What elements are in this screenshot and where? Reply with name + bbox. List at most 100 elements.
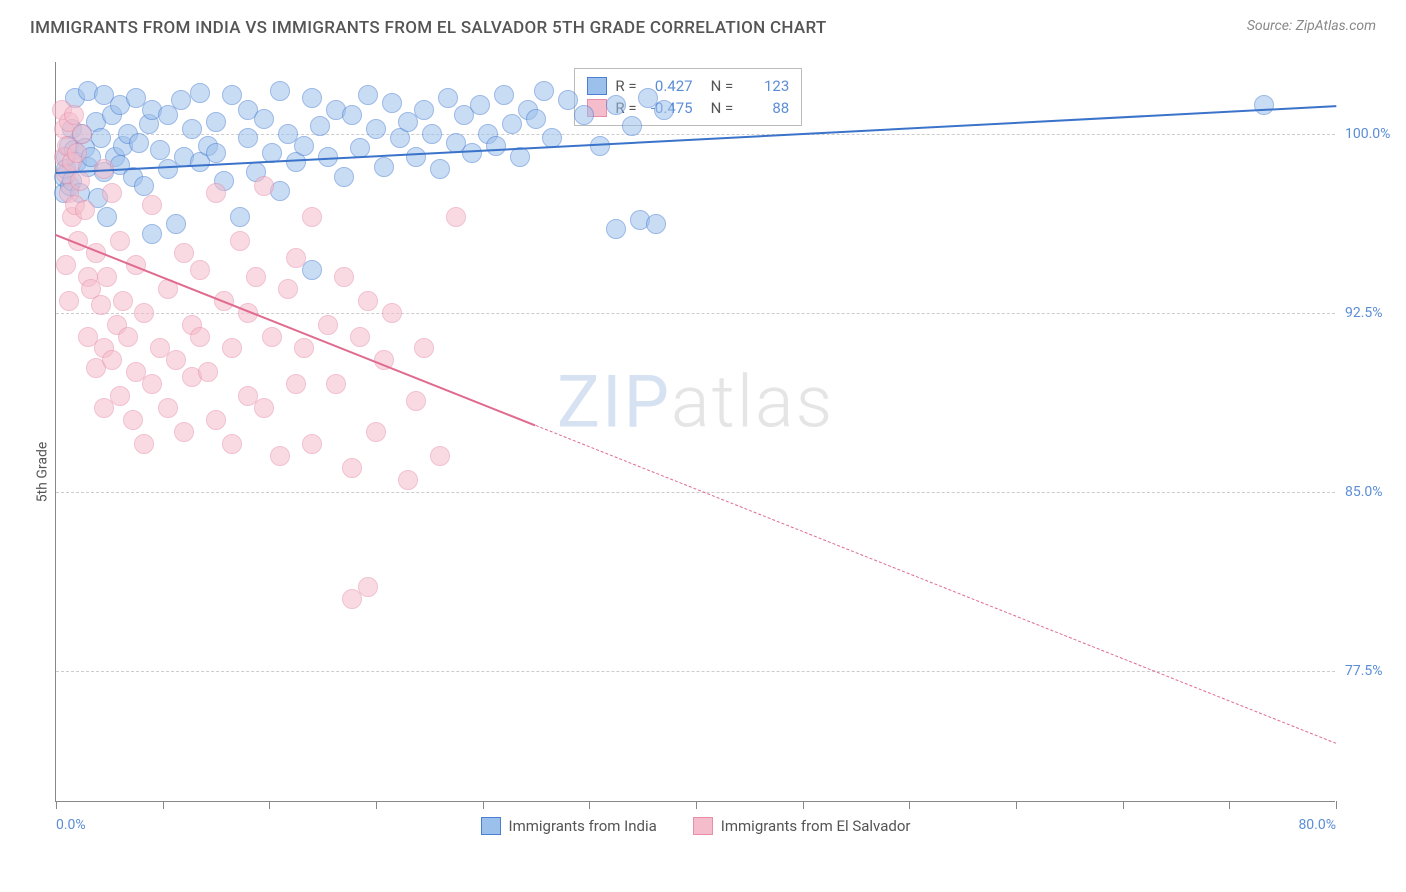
scatter-point (470, 95, 490, 115)
legend-swatch (481, 817, 501, 835)
scatter-point (334, 167, 354, 187)
scatter-point (510, 147, 530, 167)
scatter-point (123, 410, 143, 430)
x-tick (696, 801, 697, 809)
gridline-horizontal (56, 492, 1335, 493)
scatter-point (358, 577, 378, 597)
scatter-point (230, 207, 250, 227)
scatter-point (206, 183, 226, 203)
scatter-point (302, 88, 322, 108)
scatter-point (110, 231, 130, 251)
x-tick (483, 801, 484, 809)
scatter-point (326, 374, 346, 394)
scatter-point (171, 90, 191, 110)
scatter-point (654, 100, 674, 120)
scatter-point (606, 95, 626, 115)
scatter-point (56, 255, 76, 275)
scatter-point (110, 386, 130, 406)
scatter-point (270, 81, 290, 101)
x-tick (1123, 801, 1124, 809)
scatter-point (190, 260, 210, 280)
y-tick-label: 92.5% (1345, 305, 1395, 321)
scatter-point (206, 112, 226, 132)
x-tick (1016, 801, 1017, 809)
scatter-point (91, 128, 111, 148)
scatter-point (574, 105, 594, 125)
x-tick (163, 801, 164, 809)
scatter-point (622, 116, 642, 136)
scatter-point (102, 350, 122, 370)
scatter-point (558, 90, 578, 110)
scatter-point (302, 260, 322, 280)
watermark-part2: atlas (671, 359, 834, 444)
scatter-point (142, 224, 162, 244)
scatter-point (414, 100, 434, 120)
scatter-point (342, 458, 362, 478)
legend-r-label: R = (615, 77, 636, 95)
scatter-point (206, 143, 226, 163)
legend-n-label: N = (711, 99, 734, 117)
watermark: ZIPatlas (557, 359, 834, 444)
x-tick (1229, 801, 1230, 809)
scatter-point (494, 85, 514, 105)
scatter-point (150, 140, 170, 160)
scatter-point (190, 83, 210, 103)
scatter-point (438, 88, 458, 108)
scatter-point (206, 410, 226, 430)
scatter-point (174, 422, 194, 442)
series-legend-item: Immigrants from El Salvador (693, 817, 911, 835)
series-legend-label: Immigrants from India (509, 817, 657, 835)
scatter-point (430, 159, 450, 179)
x-tick (589, 801, 590, 809)
scatter-point (382, 303, 402, 323)
scatter-point (222, 85, 242, 105)
scatter-point (190, 327, 210, 347)
scatter-point (534, 81, 554, 101)
series-legend-item: Immigrants from India (481, 817, 657, 835)
x-tick (376, 801, 377, 809)
scatter-point (406, 147, 426, 167)
scatter-point (70, 171, 90, 191)
x-tick (803, 801, 804, 809)
legend-swatch (587, 77, 607, 95)
watermark-part1: ZIP (557, 359, 671, 444)
scatter-point (166, 214, 186, 234)
scatter-point (174, 243, 194, 263)
scatter-point (270, 446, 290, 466)
scatter-point (358, 85, 378, 105)
scatter-point (422, 124, 442, 144)
scatter-plot-area: ZIPatlas R =0.427N =123R =-0.475N =88 Im… (55, 62, 1335, 802)
scatter-point (382, 93, 402, 113)
scatter-point (486, 136, 506, 156)
gridline-horizontal (56, 671, 1335, 672)
chart-title: IMMIGRANTS FROM INDIA VS IMMIGRANTS FROM… (30, 18, 827, 38)
scatter-point (462, 143, 482, 163)
scatter-point (366, 119, 386, 139)
legend-n-value: 123 (741, 77, 789, 95)
scatter-point (318, 315, 338, 335)
y-tick-label: 100.0% (1345, 126, 1395, 142)
scatter-point (182, 119, 202, 139)
y-tick-label: 77.5% (1345, 663, 1395, 679)
scatter-point (142, 374, 162, 394)
scatter-point (118, 327, 138, 347)
scatter-point (230, 231, 250, 251)
scatter-point (366, 422, 386, 442)
scatter-point (134, 176, 154, 196)
legend-n-value: 88 (741, 99, 789, 117)
scatter-point (646, 214, 666, 234)
x-tick-label: 80.0% (1298, 817, 1336, 833)
scatter-point (97, 267, 117, 287)
legend-n-label: N = (711, 77, 734, 95)
scatter-point (254, 109, 274, 129)
scatter-point (75, 200, 95, 220)
scatter-point (294, 136, 314, 156)
y-tick-label: 85.0% (1345, 484, 1395, 500)
scatter-point (526, 109, 546, 129)
scatter-point (606, 219, 626, 239)
scatter-point (254, 176, 274, 196)
scatter-point (129, 133, 149, 153)
series-legend-label: Immigrants from El Salvador (721, 817, 911, 835)
scatter-point (302, 434, 322, 454)
scatter-point (254, 398, 274, 418)
